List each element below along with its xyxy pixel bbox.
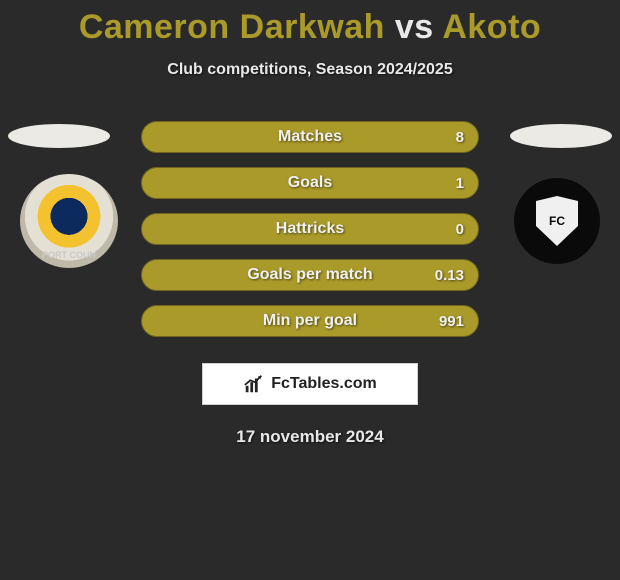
stat-row: Matches 8 [141, 121, 479, 153]
player2-marker-oval [510, 124, 612, 148]
stat-value-right: 1 [456, 175, 464, 192]
player2-name: Akoto [442, 8, 541, 46]
club-crest-right: FC [514, 178, 600, 264]
stat-label: Hattricks [276, 220, 344, 238]
brand-text: FcTables.com [271, 375, 377, 393]
stat-label: Goals [288, 174, 332, 192]
player1-marker-oval [8, 124, 110, 148]
vs-text: vs [395, 8, 434, 46]
stat-value-right: 0 [456, 221, 464, 238]
club-crest-left: PORT COUN [20, 174, 118, 268]
bar-chart-icon [243, 373, 265, 395]
page-title: Cameron Darkwah vs Akoto [0, 0, 620, 47]
stat-row: Goals per match 0.13 [141, 259, 479, 291]
brand-badge: FcTables.com [202, 363, 418, 405]
stat-row: Hattricks 0 [141, 213, 479, 245]
crest-left-text: PORT COUN [42, 250, 96, 260]
date-text: 17 november 2024 [0, 427, 620, 447]
stat-label: Goals per match [247, 266, 372, 284]
stat-label: Min per goal [263, 312, 357, 330]
subtitle: Club competitions, Season 2024/2025 [0, 61, 620, 79]
stat-value-right: 8 [456, 129, 464, 146]
shield-icon: FC [536, 196, 578, 246]
crest-right-text: FC [549, 214, 565, 228]
stat-row: Min per goal 991 [141, 305, 479, 337]
stat-row: Goals 1 [141, 167, 479, 199]
player1-name: Cameron Darkwah [79, 8, 385, 46]
stat-label: Matches [278, 128, 342, 146]
stat-value-right: 0.13 [435, 267, 464, 284]
stat-value-right: 991 [439, 313, 464, 330]
